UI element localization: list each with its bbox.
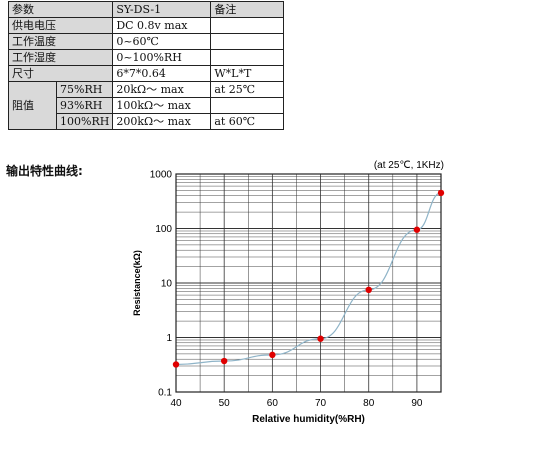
data-point <box>438 190 444 196</box>
y-tick-label: 1000 <box>150 170 173 181</box>
x-axis-label: Relative humidity(%RH) <box>252 414 365 425</box>
x-tick-label: 50 <box>219 398 231 409</box>
x-tick-label: 70 <box>315 398 327 409</box>
y-tick-label: 1 <box>166 333 172 344</box>
tick-labels: 40 50 60 70 80 90 0.1 1 10 100 1000 <box>150 170 423 410</box>
y-tick-label: 100 <box>155 224 172 235</box>
data-point <box>317 336 323 342</box>
x-tick-label: 40 <box>170 398 182 409</box>
chart-annotation: (at 25℃, 1KHz) <box>374 160 444 171</box>
x-tick-label: 80 <box>363 398 375 409</box>
series-line <box>176 193 441 365</box>
data-point <box>366 287 372 293</box>
y-tick-label: 0.1 <box>158 388 172 399</box>
data-point <box>269 352 275 358</box>
x-tick-label: 60 <box>267 398 279 409</box>
chart-grid <box>176 174 441 392</box>
data-point <box>221 358 227 364</box>
y-axis-label: Resistance(kΩ) <box>132 250 142 316</box>
data-point <box>414 227 420 233</box>
data-point <box>173 361 179 367</box>
x-tick-label: 90 <box>411 398 423 409</box>
y-tick-label: 10 <box>161 279 173 290</box>
